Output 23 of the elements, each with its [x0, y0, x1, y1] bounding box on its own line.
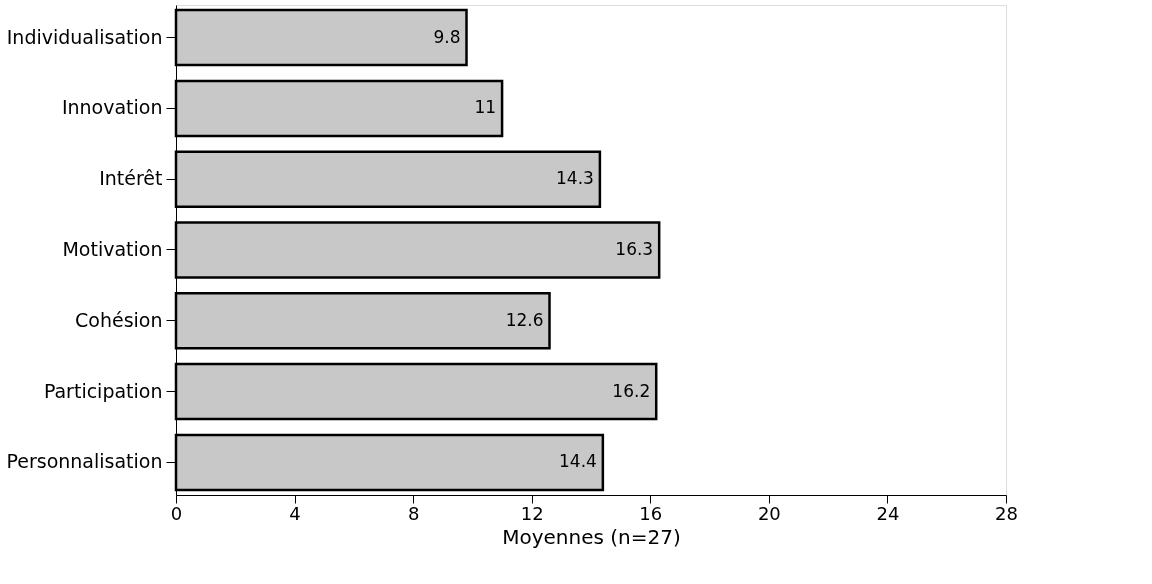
data-label: 9.8: [433, 26, 461, 47]
x-axis-title: Moyennes (n=27): [502, 524, 681, 549]
y-tick-label: Participation: [43, 379, 163, 402]
y-tick-label: Motivation: [62, 238, 163, 260]
data-label: 16.2: [612, 380, 651, 401]
y-tick-label: Personnalisation: [6, 450, 163, 473]
data-label: 12.6: [505, 309, 544, 330]
x-tick-label: 28: [995, 502, 1018, 524]
x-tick-label: 8: [407, 502, 420, 524]
data-label: 11: [474, 97, 497, 118]
y-tick-label: Individualisation: [6, 25, 163, 48]
y-tick-label: Innovation: [61, 96, 163, 119]
x-tick-label: 20: [757, 502, 781, 524]
x-tick-label: 0: [170, 502, 183, 524]
y-tick-label: Intérêt: [99, 167, 163, 190]
x-tick-label: 4: [289, 502, 301, 524]
data-label: 16.3: [615, 239, 654, 259]
x-tick-label: 16: [639, 502, 663, 524]
data-label: 14.4: [559, 451, 597, 472]
x-tick-label: 12: [520, 502, 544, 524]
y-tick-label: Cohésion: [75, 308, 163, 331]
x-tick-label: 24: [876, 502, 900, 524]
data-label: 14.3: [556, 168, 594, 189]
